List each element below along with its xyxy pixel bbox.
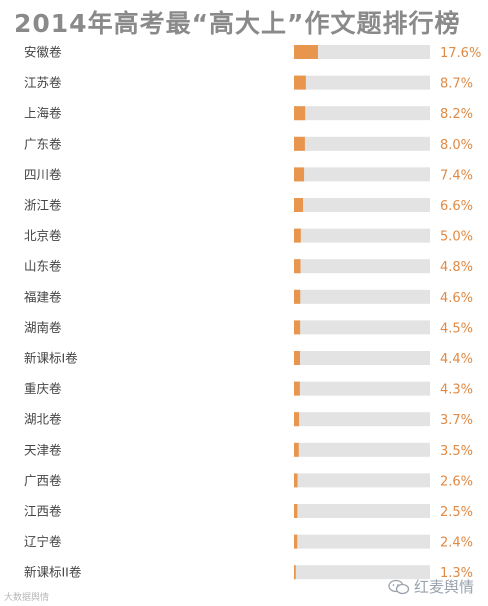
bar xyxy=(294,289,301,304)
value-label: 5.0% xyxy=(440,230,473,245)
bar xyxy=(294,442,299,457)
bar xyxy=(294,504,298,518)
value-label: 4.3% xyxy=(440,383,473,398)
category-label: 湖南卷 xyxy=(24,320,62,335)
value-label: 8.7% xyxy=(440,77,473,92)
value-label: 2.5% xyxy=(440,505,473,520)
bar xyxy=(294,412,300,427)
value-label: 8.0% xyxy=(440,138,473,153)
value-label: 2.6% xyxy=(440,474,473,489)
bar xyxy=(294,320,301,335)
source-caption: 大数据舆情 xyxy=(4,593,50,603)
bar-track xyxy=(294,565,430,580)
bar-track xyxy=(294,442,430,457)
value-label: 2.4% xyxy=(440,536,473,551)
bar-track xyxy=(294,381,430,396)
bar-track xyxy=(294,45,430,59)
category-label: 湖北卷 xyxy=(24,412,62,427)
value-label: 17.6% xyxy=(440,46,481,61)
bar-track xyxy=(294,351,430,365)
bar xyxy=(294,198,303,212)
category-label: 福建卷 xyxy=(24,289,62,304)
category-label: 浙江卷 xyxy=(24,198,62,213)
bar xyxy=(294,534,298,549)
bar xyxy=(294,136,305,151)
watermark: 红麦舆情 xyxy=(388,576,474,597)
bar-track xyxy=(294,534,430,549)
value-label: 6.6% xyxy=(440,199,473,214)
bar-track xyxy=(294,136,430,151)
bar xyxy=(294,228,301,243)
category-label: 北京卷 xyxy=(24,228,62,243)
category-label: 辽宁卷 xyxy=(24,534,62,549)
wechat-icon xyxy=(388,579,410,594)
bar xyxy=(294,167,305,182)
value-label: 3.5% xyxy=(440,444,473,459)
value-label: 4.4% xyxy=(440,352,473,367)
bar-track xyxy=(294,228,430,243)
bar-track xyxy=(294,289,430,304)
category-label: 江苏卷 xyxy=(24,75,62,90)
value-label: 1.3% xyxy=(440,566,473,581)
bar xyxy=(294,351,300,365)
bar xyxy=(294,106,306,121)
bar xyxy=(294,259,301,274)
bar xyxy=(294,45,318,59)
bar xyxy=(294,565,296,580)
category-label: 天津卷 xyxy=(24,442,62,457)
bar xyxy=(294,381,300,396)
watermark-text: 红麦舆情 xyxy=(414,578,475,596)
bar xyxy=(294,473,298,488)
bar-track xyxy=(294,473,430,488)
category-label: 重庆卷 xyxy=(24,381,62,396)
category-label: 山东卷 xyxy=(24,259,62,274)
bar-track xyxy=(294,320,430,335)
value-label: 8.2% xyxy=(440,107,473,122)
category-label: 安徽卷 xyxy=(24,45,62,60)
category-label: 江西卷 xyxy=(24,504,62,519)
bar-track xyxy=(294,504,430,518)
bar-track xyxy=(294,167,430,182)
bar-track xyxy=(294,198,430,212)
value-label: 4.8% xyxy=(440,260,473,275)
value-label: 3.7% xyxy=(440,413,473,428)
value-label: 4.6% xyxy=(440,291,473,306)
category-label: 四川卷 xyxy=(24,167,62,182)
bar-track xyxy=(294,75,430,90)
category-label: 新课标I卷 xyxy=(24,351,78,366)
category-label: 新课标II卷 xyxy=(24,565,82,580)
category-label: 广东卷 xyxy=(24,136,62,151)
bar-track xyxy=(294,259,430,274)
category-label: 广西卷 xyxy=(24,473,62,488)
chart-title: 2014年高考最“高大上”作文题排行榜 xyxy=(14,9,461,38)
value-label: 4.5% xyxy=(440,321,473,336)
bar xyxy=(294,75,306,90)
bar-track xyxy=(294,106,430,121)
value-label: 7.4% xyxy=(440,168,473,183)
bar-track xyxy=(294,412,430,427)
category-label: 上海卷 xyxy=(24,106,62,121)
